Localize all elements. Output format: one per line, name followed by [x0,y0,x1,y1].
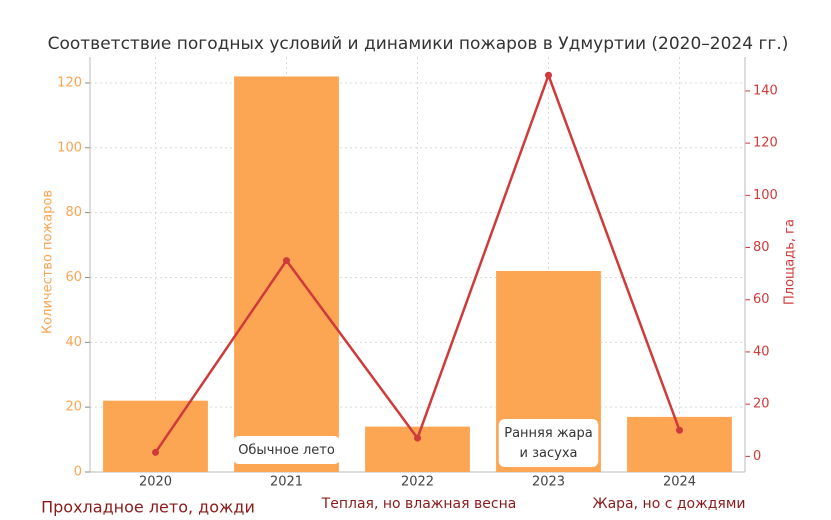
x-tick-label: 2020 [139,475,172,490]
note: Теплая, но влажная весна [321,496,517,512]
y2-tick-label: 100 [753,188,778,203]
y2-tick-label: 60 [753,292,770,307]
annotation: Ранняя жара и засуха [504,426,592,461]
point [414,434,421,442]
y2-axis-label: Площадь, га [783,219,798,305]
annotation-box [232,436,341,464]
y-tick-label: 0 [74,465,82,480]
y2-tick-label: 20 [753,397,770,412]
y-tick-label: 20 [65,400,82,415]
y2-tick-label: 40 [753,344,770,359]
point [545,71,552,79]
bar [365,426,470,472]
y-axis-label: Количество пожаров [41,190,56,334]
bar [103,400,208,472]
y-tick-label: 80 [65,205,82,220]
x-tick-label: 2021 [270,475,303,490]
y-tick-label: 120 [57,75,82,90]
y2-tick-label: 80 [753,240,770,255]
y-tick-label: 100 [57,140,82,155]
x-tick-label: 2022 [401,475,434,490]
note: Жара, но с дождями [593,496,746,512]
y-tick-label: 60 [65,270,82,285]
annotation: Обычное лето [238,443,335,458]
point [152,448,159,456]
bar [627,416,732,472]
point [283,257,290,265]
y-tick-label: 40 [65,335,82,350]
y2-tick-label: 120 [753,136,778,151]
bar [234,76,339,472]
x-tick-label: 2023 [532,475,565,490]
annotation-box [498,419,599,467]
chart-title: Соответствие погодных условий и динамики… [48,34,789,54]
note: Прохладное лето, дожди [41,498,255,517]
y2-tick-label: 0 [753,449,761,464]
y2-tick-label: 140 [753,83,778,98]
x-tick-label: 2024 [663,475,696,490]
point [676,426,683,434]
